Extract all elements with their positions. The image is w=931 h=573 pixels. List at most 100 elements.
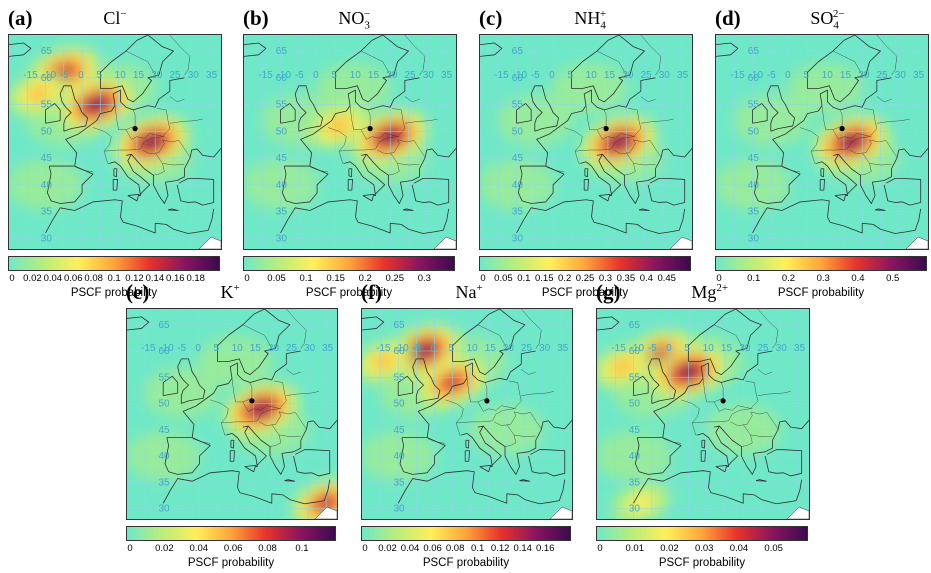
colorbar-tick-label: 0.14 (513, 543, 532, 554)
lon-label: 10 (586, 70, 598, 81)
pscf-panel-4: (e) K+ 65 60 55 50 45 40 35 30 -15 -10 -5 0 5 10 15 20 25 3… (126, 280, 338, 573)
probability-field (580, 114, 658, 170)
lon-label: 35 (794, 343, 806, 354)
receptor-site-marker (603, 126, 609, 132)
colorbar-tick-label: 0.06 (423, 543, 442, 554)
colorbar (8, 256, 220, 271)
no-data-area (433, 236, 456, 249)
lon-label: -5 (648, 343, 657, 354)
graticule (127, 309, 337, 519)
colorbar-ticks: 0 0.02 0.04 0.06 0.08 0.1 (126, 543, 336, 555)
ion-label: NH4+ (574, 8, 606, 32)
colorbar-label: PSCF probability (422, 557, 510, 569)
colorbar-tick-label: 0.2 (781, 273, 796, 284)
ion-formula: Na (455, 282, 477, 302)
lat-label: 50 (512, 126, 524, 137)
lat-label: 60 (159, 346, 171, 357)
lon-label: -5 (767, 70, 776, 81)
lon-label: 30 (539, 343, 551, 354)
lon-label: 5 (331, 70, 337, 81)
receptor-site-marker (720, 398, 726, 404)
lat-label: 60 (748, 73, 760, 84)
lat-label: 50 (394, 399, 406, 410)
ion-formula: NH (574, 8, 601, 28)
panel-title: (g) Mg2+ (596, 280, 808, 310)
colorbar-tick-label: 0.12 (490, 543, 510, 554)
lat-label: 30 (276, 233, 288, 244)
ion-charge: + (599, 8, 607, 20)
colorbar-tick-label: 0.15 (326, 273, 345, 284)
lat-label: 50 (276, 126, 288, 137)
colorbar-tick-label: 0.02 (378, 543, 397, 554)
colorbar-tick-label: 0.16 (535, 543, 555, 554)
panel-letter: (a) (8, 6, 33, 30)
lon-label: 35 (206, 70, 218, 81)
colorbar-tick-label: 0.08 (84, 273, 103, 284)
colorbar-tick-label: 0.06 (63, 273, 83, 284)
ion-formula: Cl (103, 8, 121, 28)
colorbar-tick-label: 0.35 (616, 273, 636, 284)
pscf-map: 65 60 55 50 45 40 35 30 -15 -10 -5 0 5 10 15 20 25 30 35 (479, 34, 693, 250)
lat-label: 40 (41, 180, 53, 191)
lon-label: 25 (876, 70, 888, 81)
receptor-site-marker (132, 126, 138, 132)
country-borders (192, 309, 319, 447)
lat-label: 40 (748, 180, 760, 191)
lat-label: 60 (512, 73, 524, 84)
panel-title: (e) K+ (126, 280, 336, 310)
lon-label: 5 (96, 70, 102, 81)
panel-title: (b) NO3− (243, 6, 455, 36)
lon-label: 0 (549, 70, 555, 81)
lon-label: -5 (295, 70, 304, 81)
colorbar-label: PSCF probability (658, 557, 746, 569)
ion-label: K+ (221, 282, 240, 303)
colorbar-tick-label: 0.1 (299, 273, 313, 284)
colorbar-tick-label: 0 (362, 543, 368, 554)
ion-charge: + (233, 282, 240, 294)
colorbar-tick-label: 0.4 (639, 273, 653, 284)
lon-label: 20 (622, 70, 634, 81)
panel-title: (a) Cl− (8, 6, 220, 36)
colorbar-tick-label: 0.3 (598, 273, 613, 284)
colorbar-tick-label: 0.04 (400, 543, 420, 554)
colorbar-tick-label: 0 (9, 273, 15, 284)
lon-label: 35 (913, 70, 925, 81)
colorbar (126, 526, 336, 541)
panel-letter: (b) (243, 6, 269, 30)
colorbar-tick-label: 0.4 (851, 273, 865, 284)
colorbar (479, 256, 691, 271)
country-borders (427, 309, 554, 447)
ion-formula: NO (338, 8, 365, 28)
coastlines (597, 309, 809, 505)
lon-label: 25 (521, 343, 533, 354)
lon-label: 30 (895, 70, 907, 81)
pscf-panel-1: (b) NO3− 65 60 55 50 45 40 35 30 -15 -10 -5 0 5 10 15 20 2… (243, 6, 457, 303)
lon-label: 0 (666, 343, 672, 354)
lat-label: 40 (159, 451, 171, 462)
lon-label: -10 (159, 343, 174, 354)
colorbar-tick-label: 0.02 (660, 543, 679, 554)
colorbar (596, 526, 808, 541)
lat-label: 45 (748, 153, 760, 164)
lat-label: 65 (748, 46, 760, 57)
lon-label: 0 (430, 343, 436, 354)
ion-charge: 2+ (716, 282, 729, 294)
lat-label: 50 (629, 399, 641, 410)
lat-label: 60 (276, 73, 288, 84)
pscf-panel-6: (g) Mg2+ 65 60 55 50 45 40 35 30 -15 -10 -5 0 5 10 15 20 2… (596, 280, 810, 573)
lon-label: 30 (776, 343, 788, 354)
colorbar-tick-label: 0.05 (764, 543, 783, 554)
colorbar-tick-label: 0.04 (189, 543, 209, 554)
colorbar-tick-label: 0 (597, 543, 603, 554)
coastlines (127, 309, 337, 505)
pscf-panel-3: (d) SO42− 65 60 55 50 45 40 35 30 -15 -10 -5 0 5 10 15 20… (715, 6, 929, 303)
lat-label: 30 (159, 504, 171, 515)
